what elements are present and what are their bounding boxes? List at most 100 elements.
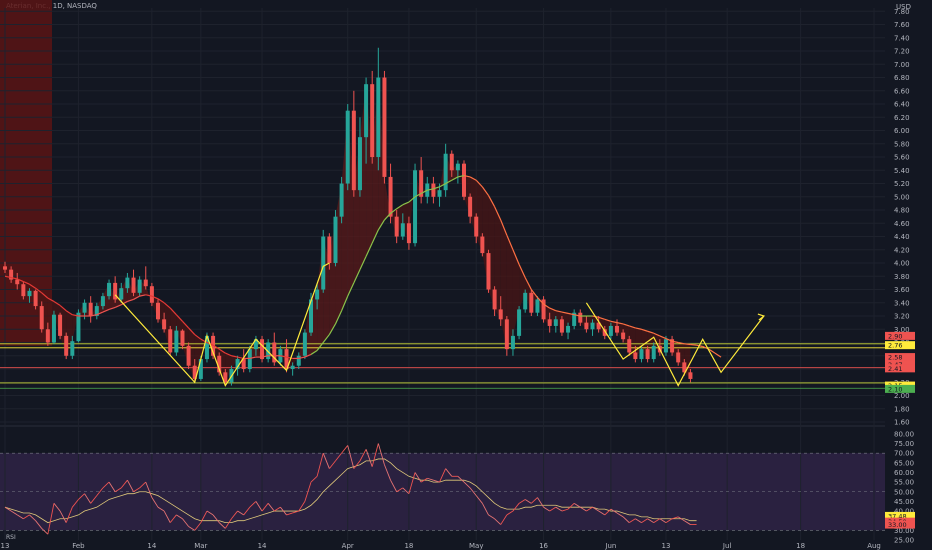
ma-segment [35,287,43,294]
candle [186,342,191,370]
candle-body [131,277,136,293]
ma-segment [390,208,398,214]
candle [651,342,656,363]
rsi-segment [420,477,428,483]
candle [284,339,289,373]
candle-body [535,299,540,313]
candle [21,281,26,300]
time-tick-label: Mar [194,542,207,550]
rsi-segment [457,475,465,483]
candle [541,296,546,323]
ma-segment [500,219,508,236]
rsi-tick-label: 40.00 [894,508,914,516]
candle [400,213,405,240]
price-tick-label: 4.40 [894,233,910,241]
price-tick-label: 6.40 [894,101,910,109]
rsi-segment [310,475,318,483]
rsi-tag-label: 33.00 [888,521,907,529]
candle [670,335,675,356]
ma-segment [231,355,238,358]
candle-body [94,306,99,317]
ma-segment [182,320,190,329]
ma-segment [616,322,624,325]
rsi-segment [298,501,306,512]
price-tick-label: 6.20 [894,114,910,122]
ma-segment [561,311,569,314]
candle [51,310,56,344]
ma-segment [59,304,67,312]
candle [559,316,564,336]
candle-body [462,163,466,197]
ma-segment [439,183,446,188]
candle-body [400,223,405,237]
rsi-segment [592,506,599,512]
candle-body [192,365,197,379]
candle-body [364,84,369,138]
ma-segment [536,297,545,305]
candle [602,325,607,340]
rsi-signal [4,458,697,524]
candle [351,90,356,197]
price-tick-label: 4.00 [894,260,910,268]
rsi-segment [78,493,85,500]
rsi-segment [341,445,349,454]
rsi-segment [23,514,30,520]
rsi-segment [580,506,587,512]
candle [9,266,14,283]
candle [419,157,424,204]
candle [382,70,387,184]
candle-body [510,335,515,350]
ma-segment [359,256,367,270]
ma-segment [377,219,385,231]
candle-body [327,236,332,264]
rsi-segment [427,477,434,481]
candle-body [627,339,632,353]
ma-segment [218,348,226,354]
rsi-segment [353,460,361,469]
candle-body [406,223,411,244]
candle [180,329,185,350]
ma-segment [334,310,343,325]
candle-body [235,359,240,370]
price-tick-label: 4.80 [894,207,910,215]
rsi-segment [586,506,593,512]
candle-body [651,345,656,360]
ma-segment [543,303,551,309]
ma-segment [408,196,416,203]
candle [663,335,668,356]
candle-body [149,286,154,303]
candle-body [58,314,63,336]
price-tick-label: 7.80 [894,8,910,16]
zigzag-line-right [585,302,765,387]
candle-body [162,319,167,330]
price-tick-label: 4.60 [894,220,910,228]
candle [321,229,326,293]
ma-segment [17,278,24,283]
candle-body [198,359,203,379]
ma-segment [665,337,673,342]
ma-fill-segment [255,339,263,360]
candle [364,77,369,164]
candle-body [572,312,577,326]
price-tick-label: 5.00 [894,193,910,201]
ma-segment [249,356,257,359]
ma-segment [684,343,691,346]
rsi-segment [500,514,508,525]
rsi-tag: 33.00 [885,520,915,529]
candle [70,335,75,360]
price-tick-label: 3.40 [894,299,910,307]
rsi-tick-label: 75.00 [894,440,914,448]
candle-body [107,282,112,297]
candle [100,292,105,310]
candle-body [413,170,418,244]
rsi-segment [47,503,55,535]
candle-body [321,236,326,290]
ma-segment [635,327,642,330]
rsi-segment [108,481,116,492]
rsi-segment [176,514,183,520]
candle [553,316,558,333]
rsi-segment [41,528,49,535]
rsi-tick-label: 65.00 [894,459,914,467]
candle-body [566,325,571,333]
